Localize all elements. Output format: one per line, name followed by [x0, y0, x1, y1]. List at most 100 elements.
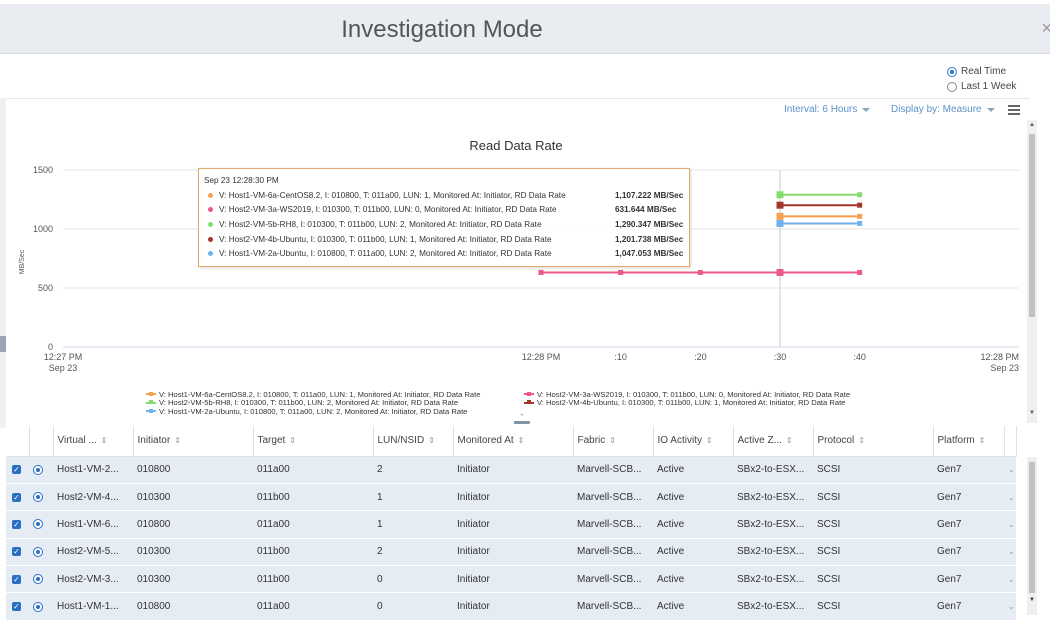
column-header[interactable]: Active Z... ⇕ — [733, 426, 814, 457]
table-row[interactable]: ✓ Host1-VM-1... 010800 011a00 0 Initiator Marv… — [6, 592, 1016, 621]
legend-item[interactable]: V: Host2-VM-5b-RH8, I: 010300, T: 011b00… — [146, 398, 481, 407]
splitter-handle[interactable] — [514, 421, 530, 424]
table-row[interactable]: ✓ Host2-VM-3... 010300 011b00 0 Initiator Marv… — [6, 565, 1016, 594]
checkbox-checked-icon[interactable]: ✓ — [12, 602, 21, 612]
sort-icon[interactable]: ⇕ — [858, 436, 865, 446]
row-expand-cell[interactable]: ⌄ — [1004, 592, 1016, 621]
sort-icon[interactable]: ⇕ — [609, 436, 616, 446]
scrollbar-thumb[interactable] — [1029, 462, 1035, 593]
row-radio-cell[interactable] — [29, 483, 53, 512]
scroll-down-icon[interactable]: ▼ — [1029, 597, 1035, 603]
checkbox-checked-icon[interactable]: ✓ — [12, 492, 21, 502]
chevron-down-icon[interactable]: ⌄ — [1008, 602, 1015, 612]
data-point — [857, 269, 863, 275]
close-icon[interactable]: × — [1041, 18, 1050, 38]
column-header[interactable]: Monitored At ⇕ — [453, 426, 574, 457]
row-expand-cell[interactable]: ⌄ — [1004, 510, 1016, 539]
radio-unselected-icon[interactable] — [947, 81, 957, 92]
data-point — [857, 192, 863, 198]
row-checkbox-cell[interactable]: ✓ — [6, 592, 29, 621]
row-checkbox-cell[interactable]: ✓ — [6, 456, 29, 484]
chevron-down-icon[interactable]: ⌄ — [1008, 574, 1015, 584]
scrollbar-thumb[interactable] — [1029, 134, 1035, 317]
tooltip-row: V: Host1-VM-6a-CentOS8.2, I: 010800, T: … — [204, 188, 684, 203]
row-expand-cell[interactable]: ⌄ — [1004, 565, 1016, 594]
display-by-dropdown[interactable]: Display by: Measure — [891, 104, 995, 115]
column-header[interactable]: Fabric ⇕ — [573, 426, 654, 457]
radio-selected-icon[interactable] — [33, 519, 43, 530]
row-radio-cell[interactable] — [29, 592, 53, 621]
series-dot-icon — [208, 207, 213, 213]
legend-item[interactable]: V: Host2-VM-4b-Ubuntu, I: 010300, T: 011… — [524, 398, 850, 407]
checkbox-checked-icon[interactable]: ✓ — [12, 519, 21, 529]
legend-item[interactable]: V: Host1-VM-6a-CentOS8.2, I: 010800, T: … — [146, 390, 481, 399]
radio-last-week[interactable]: Last 1 Week — [947, 79, 1016, 94]
column-header[interactable]: LUN/NSID ⇕ — [373, 426, 454, 457]
table-row[interactable]: ✓ Host1-VM-6... 010800 011a00 1 Initiator Marv… — [6, 510, 1016, 539]
scroll-up-icon[interactable]: ▲ — [1029, 122, 1035, 128]
radio-selected-icon[interactable] — [947, 66, 957, 77]
interval-dropdown[interactable]: Interval: 6 Hours — [784, 104, 871, 115]
radio-selected-icon[interactable] — [33, 492, 43, 503]
column-header[interactable]: Target ⇕ — [253, 426, 374, 457]
table-cell: Host1-VM-2... — [53, 456, 133, 484]
legend-item[interactable]: V: Host1-VM-2a-Ubuntu, I: 010800, T: 011… — [146, 407, 481, 416]
table-row[interactable]: ✓ Host2-VM-4... 010300 011b00 1 Initiator Marv… — [6, 483, 1016, 512]
table-row[interactable]: ✓ Host1-VM-2... 010800 011a00 2 Initiator Marv… — [6, 456, 1016, 484]
column-header[interactable]: Platform ⇕ — [933, 426, 1005, 457]
radio-selected-icon[interactable] — [33, 574, 43, 585]
radio-real-time[interactable]: Real Time — [947, 64, 1016, 79]
row-checkbox-cell[interactable]: ✓ — [6, 510, 29, 539]
legend-item[interactable]: V: Host2-VM-3a-WS2019, I: 010300, T: 011… — [524, 390, 850, 399]
tooltip-row: V: Host2-VM-5b-RH8, I: 010300, T: 011b00… — [204, 217, 684, 232]
sort-icon[interactable]: ⇕ — [517, 436, 525, 446]
left-resize-bar[interactable] — [0, 98, 6, 428]
x-tick-label: 12:28 PM — [522, 352, 561, 362]
checkbox-checked-icon[interactable]: ✓ — [12, 465, 21, 475]
radio-real-time-label: Real Time — [961, 66, 1007, 77]
row-expand-cell[interactable]: ⌄ — [1004, 456, 1016, 484]
column-header[interactable]: Protocol ⇕ — [813, 426, 934, 457]
radio-selected-icon[interactable] — [33, 464, 43, 475]
table-scrollbar[interactable]: ▼ — [1027, 457, 1037, 615]
hamburger-icon[interactable] — [1008, 105, 1020, 115]
row-checkbox-cell[interactable]: ✓ — [6, 565, 29, 594]
x-tick-label: 12:28 PM — [980, 352, 1019, 362]
sort-icon[interactable]: ⇕ — [174, 436, 181, 446]
table-row[interactable]: ✓ Host2-VM-5... 010300 011b00 2 Initiator Marv… — [6, 538, 1016, 567]
tooltip-series-label: V: Host1-VM-6a-CentOS8.2, I: 010800, T: … — [219, 190, 566, 200]
table-cell: Host2-VM-3... — [53, 565, 133, 594]
scroll-down-icon[interactable]: ▼ — [1029, 410, 1035, 416]
data-point — [776, 191, 784, 199]
row-expand-cell[interactable]: ⌄ — [1004, 483, 1016, 512]
row-radio-cell[interactable] — [29, 456, 53, 484]
chevron-down-icon[interactable]: ⌄ — [1008, 465, 1015, 475]
column-header[interactable]: Virtual ... ⇕ — [53, 426, 134, 457]
row-radio-cell[interactable] — [29, 565, 53, 594]
radio-selected-icon[interactable] — [33, 546, 43, 557]
radio-last-week-label: Last 1 Week — [961, 81, 1017, 92]
row-radio-cell[interactable] — [29, 510, 53, 539]
row-radio-cell[interactable] — [29, 538, 53, 567]
radio-selected-icon[interactable] — [33, 601, 43, 612]
chevron-down-icon[interactable]: ⌄ — [1008, 492, 1015, 502]
row-checkbox-cell[interactable]: ✓ — [6, 483, 29, 512]
table-cell: 010800 — [133, 456, 253, 484]
column-header[interactable]: IO Activity ⇕ — [653, 426, 734, 457]
chart-scrollbar[interactable]: ▲ ▼ — [1027, 120, 1037, 423]
sort-icon[interactable]: ⇕ — [978, 436, 986, 446]
checkbox-checked-icon[interactable]: ✓ — [12, 547, 21, 557]
sort-icon[interactable]: ⇕ — [289, 436, 296, 446]
chevron-down-icon[interactable]: ⌄ — [1008, 547, 1015, 557]
chevron-down-icon[interactable]: ⌄ — [1008, 519, 1015, 529]
sort-icon[interactable]: ⇕ — [100, 436, 108, 446]
row-expand-cell[interactable]: ⌄ — [1004, 538, 1016, 567]
checkbox-checked-icon[interactable]: ✓ — [12, 574, 21, 584]
sort-icon[interactable]: ⇕ — [705, 436, 713, 446]
sort-icon[interactable]: ⇕ — [428, 436, 435, 446]
sort-icon[interactable]: ⇕ — [785, 436, 793, 446]
resize-handle[interactable] — [0, 336, 6, 352]
column-header[interactable]: Initiator ⇕ — [133, 426, 254, 457]
panel-splitter[interactable]: ⌃ ⌄ — [514, 414, 530, 431]
row-checkbox-cell[interactable]: ✓ — [6, 538, 29, 567]
